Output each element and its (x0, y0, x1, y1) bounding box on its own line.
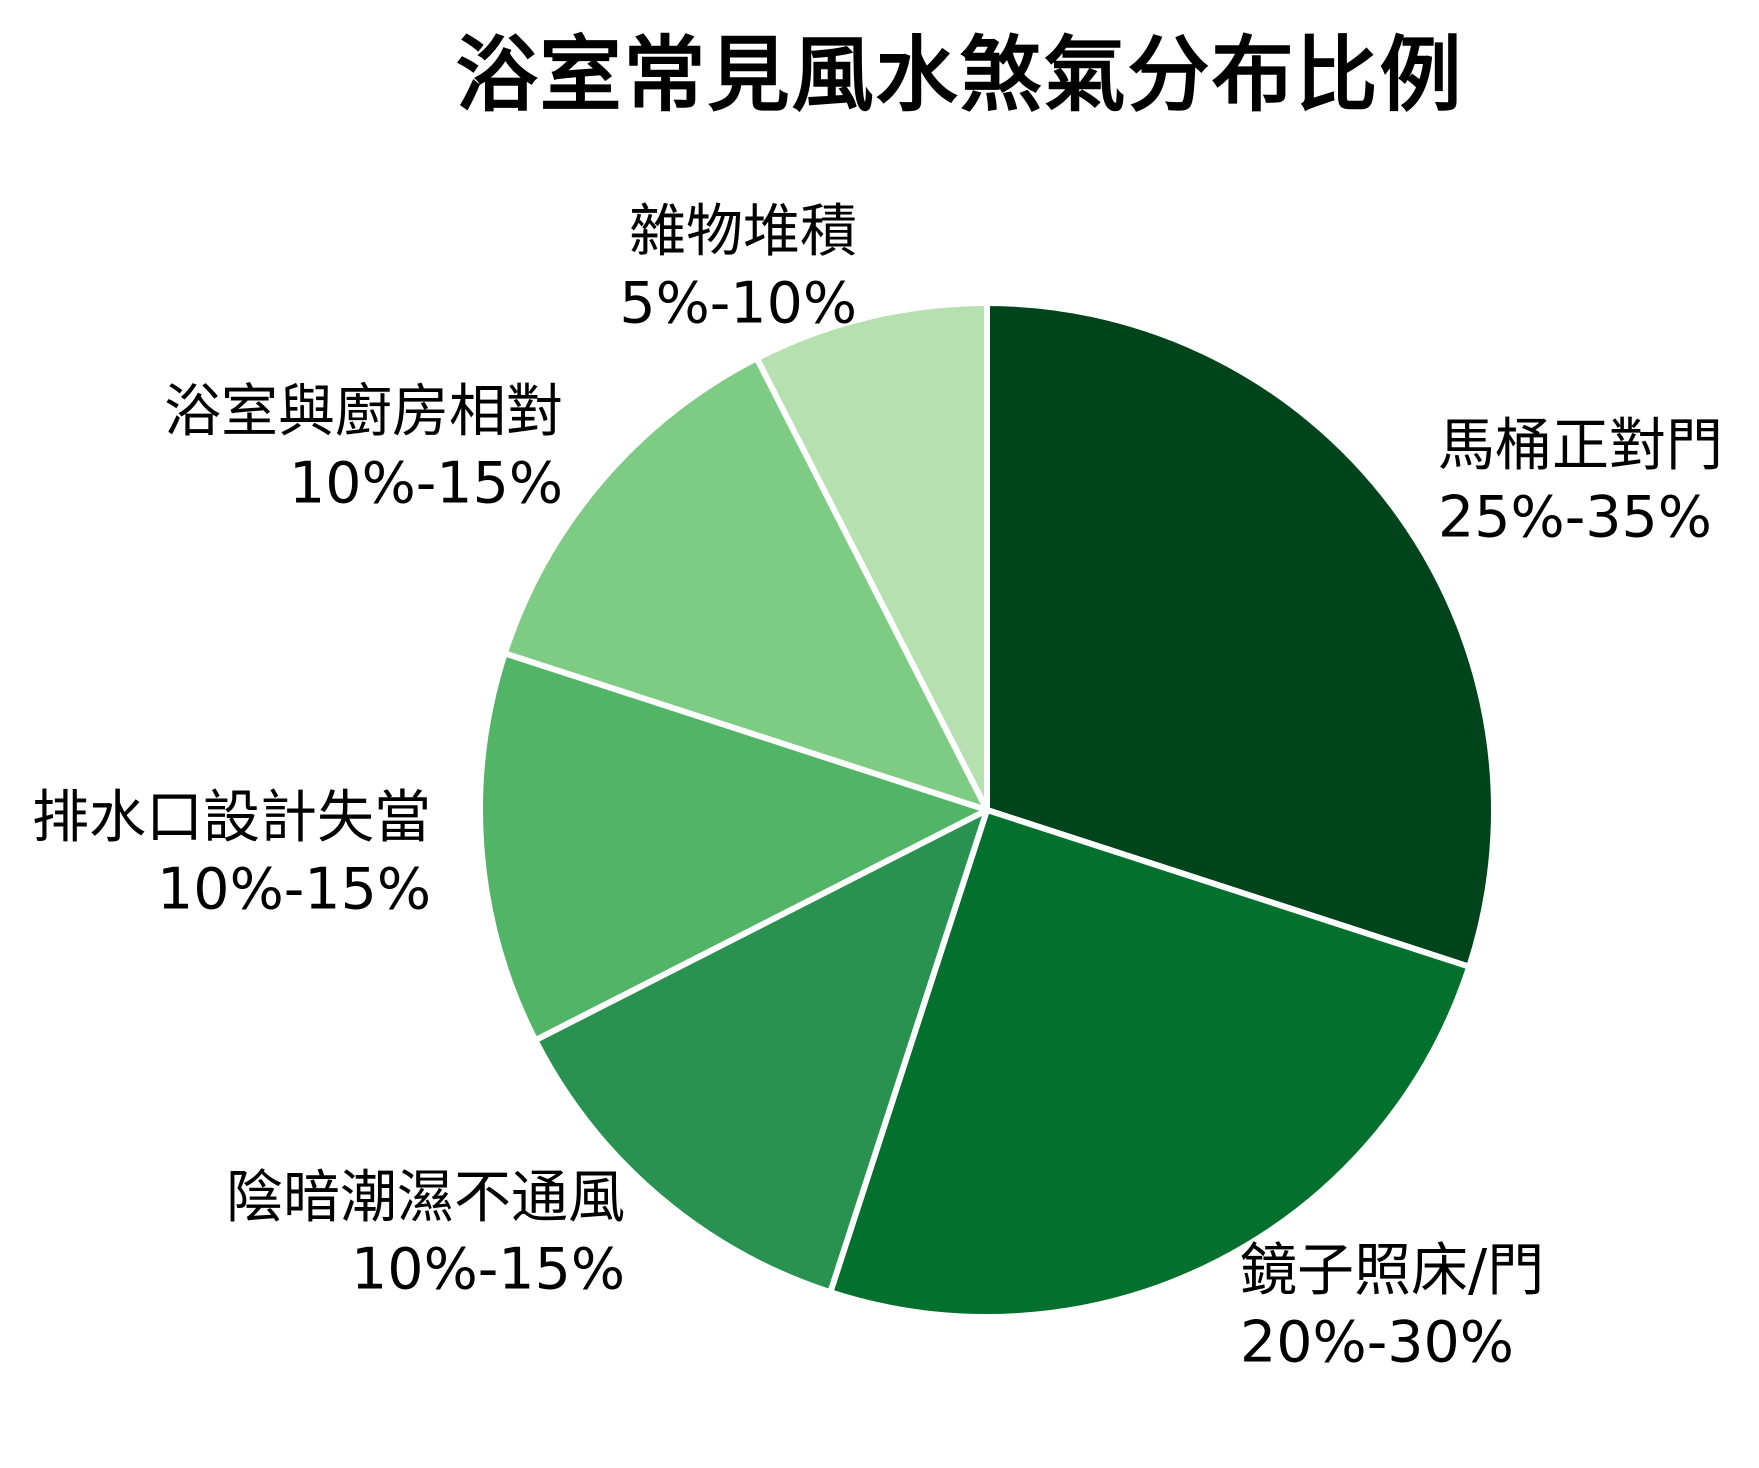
pie-slice-6 (753, 300, 990, 813)
slice-label-3: 陰暗潮濕不通風 10%-15% (226, 1162, 625, 1307)
slice-name: 雜物堆積 (629, 198, 857, 265)
slice-label-1: 馬桶正對門 25%-35% (1438, 410, 1723, 555)
slice-range: 5%-10% (619, 271, 857, 337)
slice-range: 20%-30% (1240, 1310, 1514, 1376)
slice-name: 浴室與廚房相對 (164, 378, 563, 445)
slice-label-2: 鏡子照床/門 20%-30% (1240, 1235, 1544, 1380)
slice-name: 鏡子照床/門 (1240, 1237, 1545, 1304)
slice-name: 排水口設計失當 (32, 784, 431, 851)
slice-label-6: 雜物堆積 5%-10% (619, 196, 857, 341)
pie-slice-3 (532, 807, 990, 1296)
slice-name: 馬桶正對門 (1438, 412, 1723, 479)
slice-range: 10%-15% (289, 451, 563, 517)
slice-range: 10%-15% (351, 1237, 625, 1303)
slice-name: 陰暗潮濕不通風 (226, 1164, 625, 1231)
slice-label-4: 排水口設計失當 10%-15% (32, 782, 431, 927)
pie-slice-1 (984, 300, 1497, 970)
chart-title: 浴室常見風水煞氣分布比例 (455, 28, 1464, 123)
pie-slice-5 (501, 355, 990, 813)
slice-range: 10%-15% (157, 857, 431, 923)
pie-slice-2 (827, 807, 1473, 1320)
slice-label-5: 浴室與廚房相對 10%-15% (164, 376, 563, 521)
slice-range: 25%-35% (1438, 485, 1712, 551)
pie-slice-4 (477, 650, 990, 1044)
